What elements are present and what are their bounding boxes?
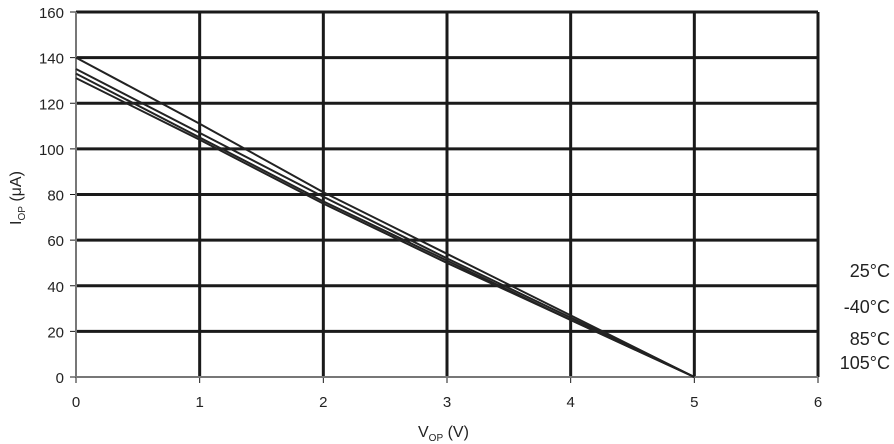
x-tick-label: 6 [814, 394, 822, 411]
y-tick-label: 80 [47, 188, 64, 205]
y-tick-label: 100 [39, 142, 64, 159]
x-tick-label: 0 [72, 394, 80, 411]
y-tick-label: 40 [47, 279, 64, 296]
y-tick-label: 140 [39, 51, 64, 68]
y-tick-label: 60 [47, 233, 64, 250]
x-axis-label: VOP (V) [418, 424, 469, 444]
y-tick-label: 20 [47, 324, 64, 341]
y-tick-label: 0 [56, 370, 64, 387]
x-tick-label: 3 [443, 394, 451, 411]
series-line-0 [75, 56, 695, 378]
legend-minus40c: -40°C [843, 297, 890, 317]
y-tick-label: 160 [39, 5, 64, 22]
x-tick-label: 4 [566, 394, 574, 411]
legend-105c: 105°C [839, 353, 890, 373]
legend-85c: 85°C [849, 329, 890, 349]
series-line-1 [75, 68, 695, 378]
y-axis-label: IOP (μA) [8, 171, 29, 225]
x-tick-label: 5 [690, 394, 698, 411]
series-line-3 [75, 77, 695, 378]
x-tick-label: 1 [195, 394, 203, 411]
legend-25c: 25°C [849, 261, 890, 281]
y-tick-label: 120 [39, 96, 64, 113]
x-tick-label: 2 [319, 394, 327, 411]
